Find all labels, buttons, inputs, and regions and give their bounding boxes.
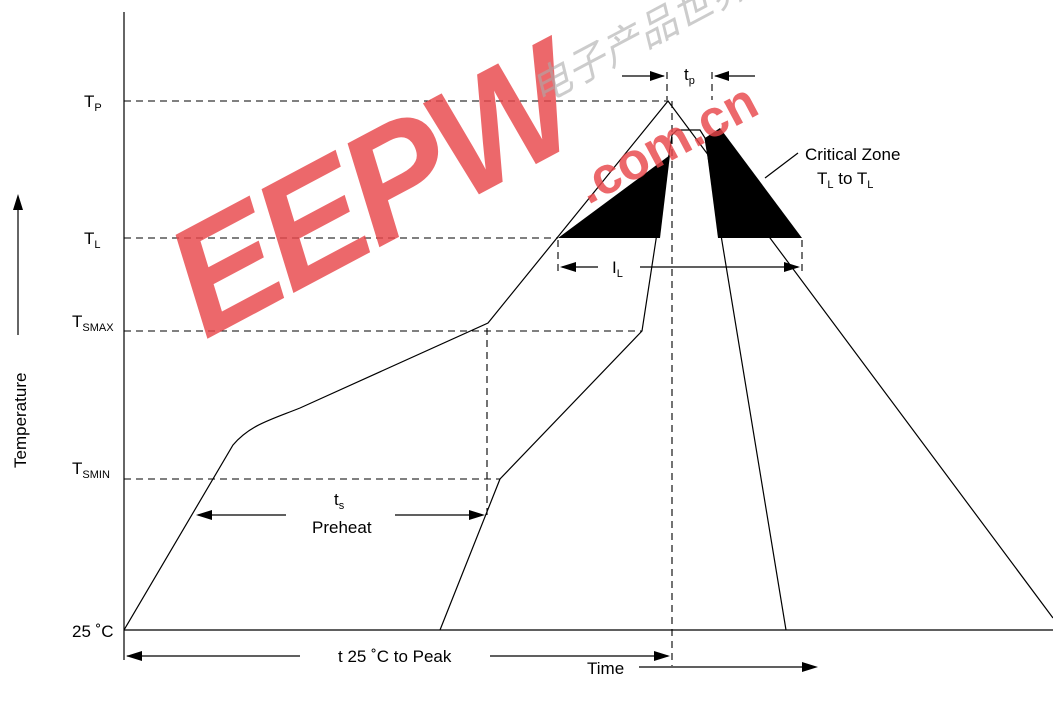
il-arrow-right-head [784,262,800,272]
time-arrow-head [802,662,818,672]
ts-arrow-left-head [196,510,212,520]
tp-label: tp [684,65,695,87]
temperature-arrow-head [13,194,23,210]
x-axis-title: Time [587,659,624,678]
critical-zone-title: Critical Zone [805,145,900,164]
critical-zone-right-fill [705,128,802,238]
y-axis-title: Temperature [11,373,30,468]
preheat-label: Preheat [312,518,372,537]
tsmin-level-label: TSMIN [72,459,110,481]
tp-level-label: TP [84,92,102,114]
min-profile-curve [439,129,787,631]
tp-arrow-left-head [650,71,665,81]
ts-label: ts [334,490,345,512]
t25-to-peak-label: t 25 ˚C to Peak [338,647,452,666]
tp-arrow-right-head [714,71,729,81]
il-label: IL [612,258,623,280]
ambient-level-label: 25 ˚C [72,622,114,641]
critical-zone-leader [764,152,799,179]
critical-zone-left-fill [558,155,670,238]
il-arrow-left-head [560,262,576,272]
watermark-logo-text: EEPW [139,5,618,369]
tl-level-label: TL [84,229,101,251]
max-profile-curve [123,100,1053,631]
critical-zone-range: TL to TL [817,169,873,191]
t25-arrow-right-head [654,651,670,661]
watermark: EEPW .com.cn 电子产品世界 [139,0,767,369]
t25-arrow-left-head [126,651,142,661]
ts-arrow-right-head [469,510,485,520]
tsmax-level-label: TSMAX [72,312,114,334]
